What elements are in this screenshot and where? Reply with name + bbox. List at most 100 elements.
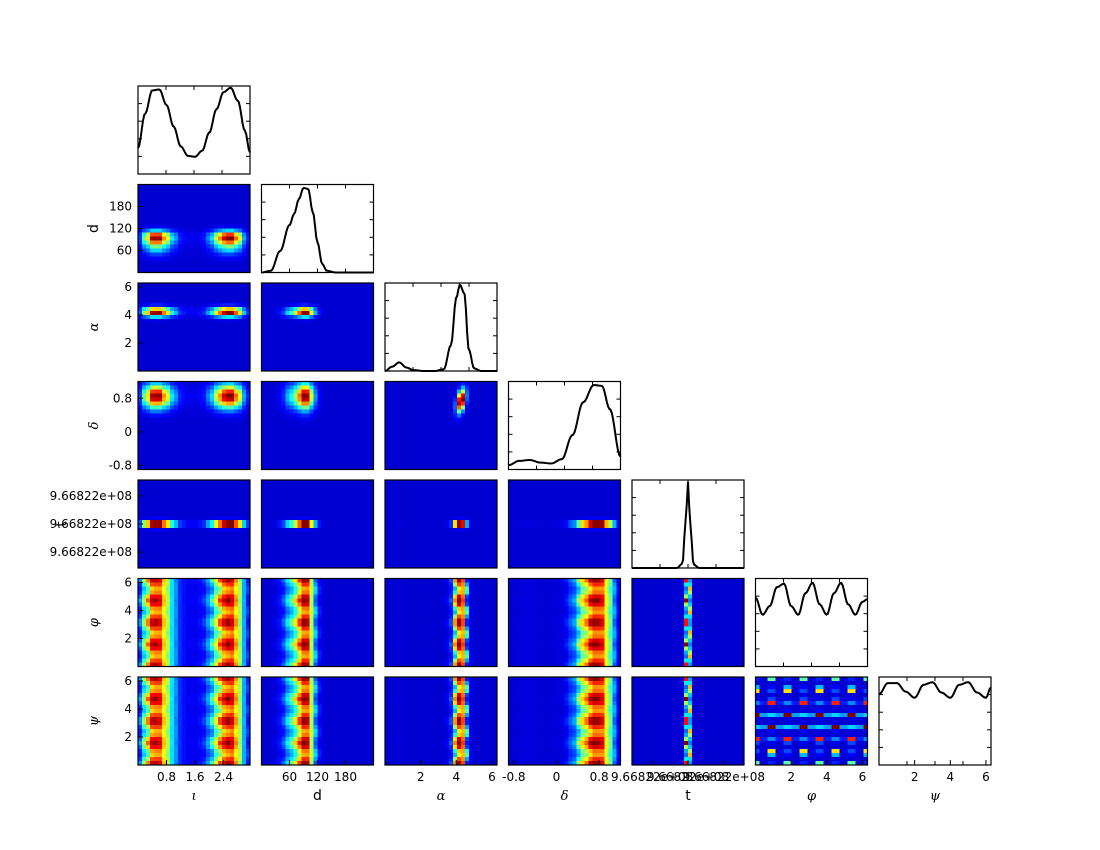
density-cell bbox=[313, 532, 319, 537]
density-cell bbox=[194, 488, 199, 493]
density-cell bbox=[281, 335, 287, 340]
density-cell bbox=[309, 381, 315, 387]
density-cell bbox=[353, 401, 359, 407]
density-cell bbox=[190, 287, 195, 292]
density-cell bbox=[401, 484, 406, 489]
density-cell bbox=[162, 184, 167, 190]
density-cell bbox=[413, 457, 418, 463]
density-cell bbox=[329, 351, 335, 356]
density-cell bbox=[409, 397, 414, 403]
density-cell bbox=[146, 212, 151, 218]
density-cell bbox=[238, 184, 243, 190]
density-cell bbox=[353, 544, 359, 549]
density-cell bbox=[222, 319, 227, 324]
density-cell bbox=[317, 536, 323, 541]
density-cell bbox=[481, 441, 486, 447]
density-cell bbox=[218, 417, 223, 423]
density-cell bbox=[277, 331, 283, 336]
density-cell bbox=[206, 283, 211, 288]
density-cell bbox=[150, 323, 155, 328]
density-cell bbox=[393, 484, 398, 489]
density-cell bbox=[469, 381, 474, 387]
density-cell bbox=[222, 311, 227, 316]
density-cell bbox=[178, 433, 183, 439]
density-cell bbox=[214, 347, 219, 352]
density-cell bbox=[198, 453, 203, 459]
density-cell bbox=[218, 516, 223, 521]
density-cell bbox=[206, 500, 211, 505]
density-cell bbox=[190, 303, 195, 308]
density-cell bbox=[186, 367, 191, 371]
density-cell bbox=[162, 236, 167, 242]
density-cell bbox=[277, 381, 283, 387]
density-cell bbox=[361, 536, 367, 541]
density-cell bbox=[329, 500, 335, 505]
density-cell bbox=[329, 449, 335, 455]
density-cell bbox=[337, 335, 343, 340]
density-cell bbox=[218, 335, 223, 340]
density-cell bbox=[453, 413, 458, 419]
density-cell bbox=[289, 327, 295, 332]
density-cell bbox=[182, 208, 187, 214]
density-cell bbox=[218, 457, 223, 463]
density-cell bbox=[393, 397, 398, 403]
density-cell bbox=[321, 480, 327, 485]
density-cell bbox=[265, 401, 271, 407]
density-cell bbox=[158, 335, 163, 340]
density-cell bbox=[341, 363, 347, 368]
density-cell bbox=[341, 401, 347, 407]
density-cell bbox=[230, 228, 235, 234]
density-cell bbox=[329, 363, 335, 368]
density-cell bbox=[437, 480, 442, 485]
density-cell bbox=[142, 224, 147, 230]
density-cell bbox=[170, 196, 175, 202]
density-cell bbox=[202, 303, 207, 308]
density-cell bbox=[273, 315, 279, 320]
density-cell bbox=[301, 359, 307, 364]
density-cell bbox=[265, 512, 271, 517]
density-cell bbox=[162, 303, 167, 308]
density-cell bbox=[174, 413, 179, 419]
density-cell bbox=[273, 343, 279, 348]
density-cell bbox=[246, 260, 250, 266]
density-cell bbox=[293, 401, 299, 407]
density-cell bbox=[202, 319, 207, 324]
density-cell bbox=[325, 397, 331, 403]
density-cell bbox=[174, 405, 179, 411]
density-cell bbox=[138, 393, 143, 399]
density-cell bbox=[174, 484, 179, 489]
density-cell bbox=[341, 449, 347, 455]
density-cell bbox=[154, 516, 159, 521]
density-cell bbox=[317, 552, 323, 557]
density-cell bbox=[142, 299, 147, 304]
density-cell bbox=[341, 417, 347, 423]
density-cell bbox=[162, 544, 167, 549]
density-cell bbox=[329, 315, 335, 320]
density-cell bbox=[218, 252, 223, 258]
density-cell bbox=[341, 508, 347, 513]
density-cell bbox=[198, 184, 203, 190]
density-cell bbox=[226, 315, 231, 320]
density-cell bbox=[218, 496, 223, 501]
density-cell bbox=[353, 484, 359, 489]
density-cell bbox=[162, 401, 167, 407]
density-cell bbox=[242, 268, 247, 273]
density-cell bbox=[353, 508, 359, 513]
density-cell bbox=[429, 445, 434, 451]
density-cell bbox=[353, 417, 359, 423]
density-cell bbox=[309, 291, 315, 296]
density-cell bbox=[230, 192, 235, 198]
density-cell bbox=[194, 335, 199, 340]
density-cell bbox=[162, 512, 167, 517]
density-cell bbox=[301, 425, 307, 431]
density-cell bbox=[293, 508, 299, 513]
density-cell bbox=[361, 516, 367, 521]
density-cell bbox=[214, 504, 219, 509]
density-cell bbox=[421, 393, 426, 399]
density-cell bbox=[162, 417, 167, 423]
density-cell bbox=[369, 540, 374, 545]
density-cell bbox=[417, 449, 422, 455]
density-cell bbox=[297, 540, 303, 545]
density-cell bbox=[309, 508, 315, 513]
density-cell bbox=[457, 433, 462, 439]
